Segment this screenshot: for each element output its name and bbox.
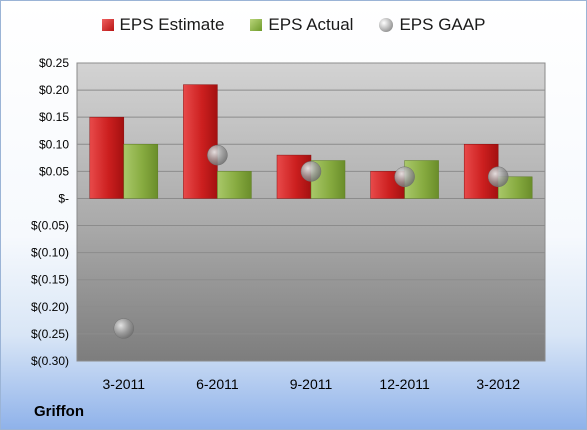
y-tick-label: $(0.20) xyxy=(31,300,69,314)
bar-eps-actual xyxy=(123,144,159,199)
point-eps-gaap xyxy=(113,318,135,339)
y-tick-label: $(0.15) xyxy=(31,273,69,287)
company-name: Griffon xyxy=(34,403,84,420)
bar-eps-actual xyxy=(217,171,252,199)
x-category-label: 12-2011 xyxy=(379,376,430,392)
point-eps-gaap xyxy=(207,144,228,166)
legend-label-eps-gaap: EPS GAAP xyxy=(399,15,486,34)
y-tick-label: $0.15 xyxy=(39,110,69,124)
y-tick-label: $- xyxy=(58,191,69,205)
legend-item-eps-estimate: EPS Estimate xyxy=(101,15,225,35)
y-tick-label: $0.10 xyxy=(39,137,69,151)
y-axis-ticks: $0.25 $0.20 $0.15 $0.10 $0.05 $- $(0.05) $(0.10… xyxy=(31,56,69,368)
x-category-label: 3-2012 xyxy=(476,376,520,392)
bar-eps-estimate xyxy=(183,84,218,199)
y-tick-label: $0.05 xyxy=(39,164,69,178)
bar-eps-estimate xyxy=(89,116,125,199)
y-tick-label: $(0.05) xyxy=(31,219,69,233)
point-eps-gaap xyxy=(394,166,415,188)
x-category-label: 9-2011 xyxy=(290,376,333,392)
y-tick-label: $(0.10) xyxy=(31,246,69,260)
point-eps-gaap xyxy=(487,166,509,188)
legend: EPS Estimate EPS Actual EPS GAAP xyxy=(1,15,586,35)
y-tick-label: $(0.25) xyxy=(31,327,69,341)
legend-label-eps-actual: EPS Actual xyxy=(268,15,354,34)
legend-label-eps-estimate: EPS Estimate xyxy=(119,15,225,34)
y-tick-label: $0.25 xyxy=(39,56,69,70)
eps-gaap-marker-icon xyxy=(379,18,394,32)
legend-item-eps-actual: EPS Actual xyxy=(250,15,353,35)
y-tick-label: $(0.30) xyxy=(31,354,69,368)
legend-item-eps-gaap: EPS GAAP xyxy=(379,15,485,35)
x-category-label: 6-2011 xyxy=(196,376,239,392)
x-axis-categories: 3-2011 6-2011 9-2011 12-2011 3-2012 xyxy=(103,376,521,392)
point-eps-gaap xyxy=(300,161,322,182)
gaap-markers xyxy=(113,144,509,339)
y-tick-label: $0.20 xyxy=(39,83,69,97)
eps-actual-swatch-icon xyxy=(250,19,263,31)
plot-area xyxy=(76,62,546,362)
eps-estimate-swatch-icon xyxy=(101,19,114,31)
x-category-label: 3-2011 xyxy=(103,376,146,392)
